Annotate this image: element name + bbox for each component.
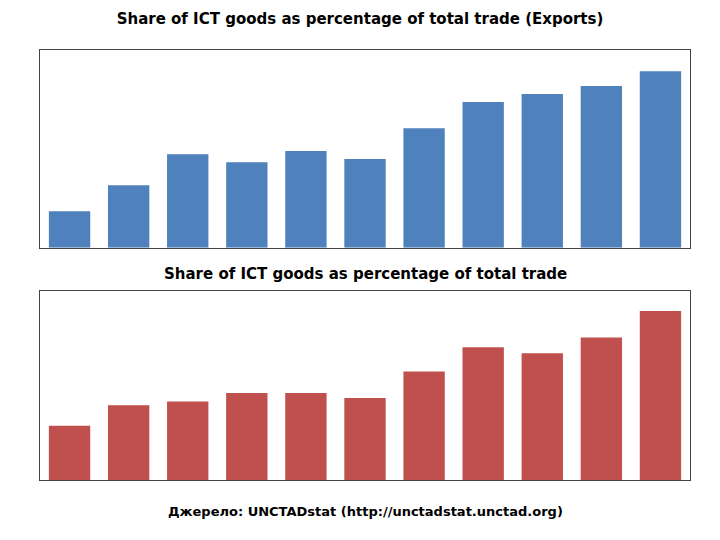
svg-text:Share of ICT goods as percenta: Share of ICT goods as percentage of tota… — [164, 265, 567, 283]
svg-text:Джерело: UNCTADstat (http://un: Джерело: UNCTADstat (http://unctadstat.u… — [168, 504, 563, 519]
svg-text:Share of ICT goods as percenta: Share of ICT goods as percentage of tota… — [117, 10, 604, 28]
